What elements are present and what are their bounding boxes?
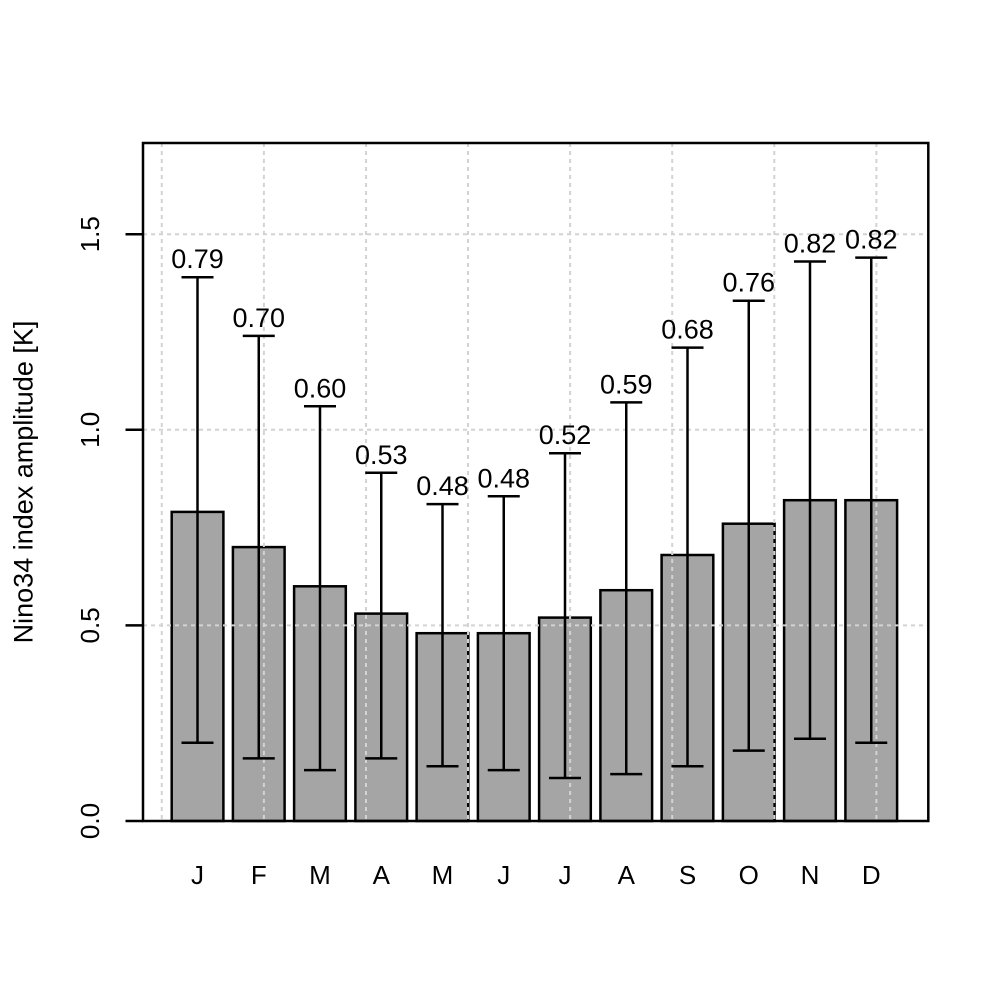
x-category-label: F bbox=[251, 860, 267, 890]
x-category-label: N bbox=[801, 860, 820, 890]
x-category-label: J bbox=[497, 860, 510, 890]
x-category-label: O bbox=[739, 860, 759, 890]
bar-value-label: 0.53 bbox=[355, 440, 408, 470]
x-category-label: J bbox=[559, 860, 572, 890]
x-category-label: J bbox=[191, 860, 204, 890]
x-category-label: A bbox=[373, 860, 391, 890]
x-category-label: M bbox=[432, 860, 454, 890]
bar-value-label: 0.68 bbox=[661, 315, 714, 345]
x-category-label: A bbox=[618, 860, 636, 890]
bar-value-label: 0.82 bbox=[784, 229, 837, 259]
bar-value-label: 0.82 bbox=[845, 225, 898, 255]
y-tick-label: 1.0 bbox=[75, 412, 105, 448]
bar-value-label: 0.52 bbox=[539, 420, 592, 450]
y-tick-label: 0.0 bbox=[75, 803, 105, 839]
bar-value-label: 0.59 bbox=[600, 369, 653, 399]
bar-value-label: 0.60 bbox=[294, 373, 347, 403]
y-tick-label: 0.5 bbox=[75, 607, 105, 643]
bar-value-label: 0.48 bbox=[416, 471, 469, 501]
bar-value-label: 0.70 bbox=[233, 303, 286, 333]
x-category-label: S bbox=[679, 860, 696, 890]
x-category-label: M bbox=[309, 860, 331, 890]
y-axis-title: Nino34 index amplitude [K] bbox=[8, 320, 39, 644]
bar-value-label: 0.79 bbox=[171, 244, 224, 274]
y-tick-label: 1.5 bbox=[75, 216, 105, 252]
plot-frame bbox=[141, 141, 930, 823]
bar-value-label: 0.48 bbox=[478, 463, 531, 493]
bar-value-label: 0.76 bbox=[723, 268, 776, 298]
x-category-label: D bbox=[862, 860, 881, 890]
